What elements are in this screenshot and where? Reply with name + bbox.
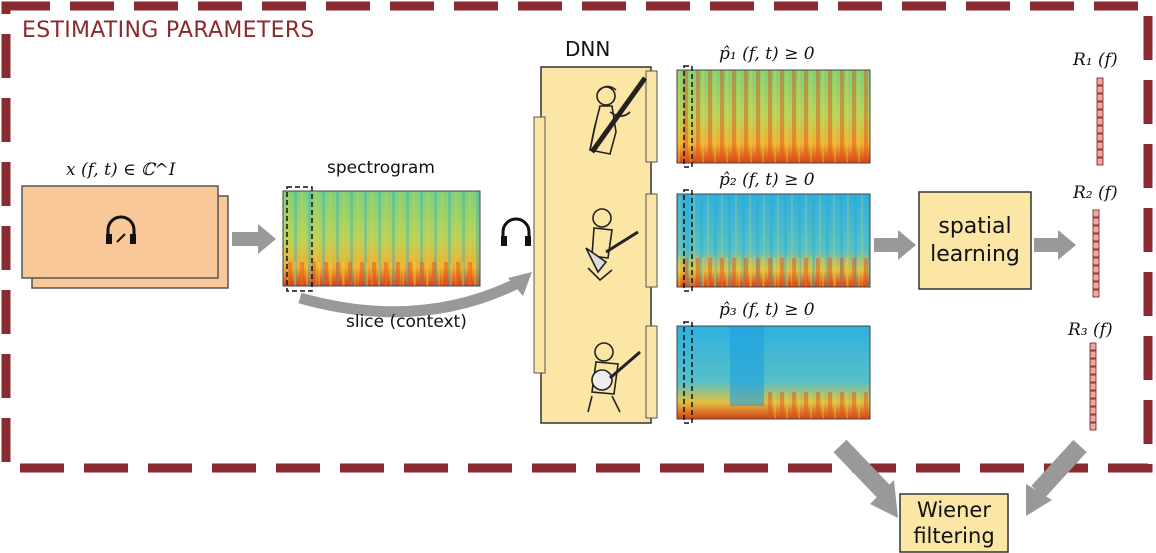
dnn-output-layer-2 xyxy=(645,193,658,288)
covariance-label-2: R₂ (f) xyxy=(1073,183,1118,203)
covariance-cell xyxy=(1092,233,1100,242)
covariance-cell xyxy=(1096,133,1104,142)
input-label: x (f, t) ∈ ℂ^I xyxy=(66,160,176,180)
covariance-cell xyxy=(1096,141,1104,150)
source-spectrogram-1 xyxy=(676,69,871,164)
frame-title: ESTIMATING PARAMETERS xyxy=(22,18,315,43)
input-box-front xyxy=(21,185,219,279)
covariance-vector-3 xyxy=(1089,342,1097,431)
covariance-cell xyxy=(1092,257,1100,266)
covariance-cell xyxy=(1092,273,1100,282)
wiener-filtering-box xyxy=(899,493,1009,553)
covariance-cell xyxy=(1092,209,1100,218)
dnn-label: DNN xyxy=(565,37,611,61)
covariance-cell xyxy=(1092,249,1100,258)
arrow-input-to-spectrogram xyxy=(232,224,276,254)
spatial-label-line2: learning xyxy=(930,241,1020,267)
arrow-to-covariances xyxy=(1034,230,1076,260)
headphones-icon xyxy=(106,215,136,244)
covariance-cell xyxy=(1089,358,1097,367)
source-label-3: p̂₃ (f, t) ≥ 0 xyxy=(719,300,815,320)
wiener-label-line2: filtering xyxy=(913,524,995,548)
input-spectrogram xyxy=(282,190,481,287)
context-slice-window xyxy=(286,186,313,292)
dnn-output-layer-1 xyxy=(645,70,658,163)
arrow-to-spatial-learning xyxy=(874,230,916,260)
source-spectrogram-3 xyxy=(676,325,871,420)
covariance-cell xyxy=(1089,390,1097,399)
covariance-cell xyxy=(1089,422,1097,431)
dnn-output-layer-3 xyxy=(645,325,658,419)
arrow-spectrograms-to-wiener xyxy=(833,439,895,503)
covariance-cell xyxy=(1089,342,1097,351)
covariance-vector-1 xyxy=(1096,77,1104,166)
wiener-filtering-label: Wiener filtering xyxy=(900,494,1008,552)
wiener-label-line1: Wiener xyxy=(917,498,991,522)
covariance-cell xyxy=(1096,109,1104,118)
covariance-cell xyxy=(1096,77,1104,86)
slice-arrow xyxy=(298,277,523,318)
slice-marker-2 xyxy=(683,189,693,292)
covariance-cell xyxy=(1096,101,1104,110)
covariance-cell xyxy=(1089,414,1097,423)
slice-label: slice (context) xyxy=(346,312,467,332)
covariance-cell xyxy=(1089,350,1097,359)
covariance-cell xyxy=(1092,265,1100,274)
spatial-learning-label: spatial learning xyxy=(919,192,1031,289)
covariance-label-3: R₃ (f) xyxy=(1068,320,1113,340)
covariance-cell xyxy=(1096,85,1104,94)
covariance-cell xyxy=(1096,117,1104,126)
balalaika-player-icon xyxy=(585,208,639,282)
bassoon-player-icon xyxy=(589,76,648,155)
covariance-cell xyxy=(1089,398,1097,407)
spatial-learning-box xyxy=(918,191,1032,290)
spectrogram-label: spectrogram xyxy=(327,158,435,178)
covariance-cell xyxy=(1092,281,1100,290)
source-spectrogram-2 xyxy=(676,193,871,288)
banjo-player-icon xyxy=(587,342,641,413)
slice-marker-3 xyxy=(683,321,693,424)
spatial-label-line1: spatial xyxy=(938,213,1012,239)
covariance-label-1: R₁ (f) xyxy=(1073,50,1118,70)
covariance-cell xyxy=(1092,217,1100,226)
covariance-cell xyxy=(1089,366,1097,375)
covariance-vector-2 xyxy=(1092,209,1100,298)
headphones-icon xyxy=(501,217,531,246)
frame-border xyxy=(1,1,1153,473)
covariance-cell xyxy=(1092,225,1100,234)
covariance-cell xyxy=(1092,241,1100,250)
arrow-covariances-to-wiener xyxy=(1031,439,1087,499)
covariance-cell xyxy=(1089,406,1097,415)
dnn-input-layer xyxy=(533,116,546,374)
covariance-cell xyxy=(1096,125,1104,134)
covariance-cell xyxy=(1096,149,1104,158)
covariance-cell xyxy=(1096,157,1104,166)
covariance-cell xyxy=(1089,382,1097,391)
source-label-2: p̂₂ (f, t) ≥ 0 xyxy=(719,170,815,190)
slice-marker-1 xyxy=(683,65,693,168)
source-label-1: p̂₁ (f, t) ≥ 0 xyxy=(719,44,815,64)
covariance-cell xyxy=(1092,289,1100,298)
covariance-cell xyxy=(1096,93,1104,102)
covariance-cell xyxy=(1089,374,1097,383)
